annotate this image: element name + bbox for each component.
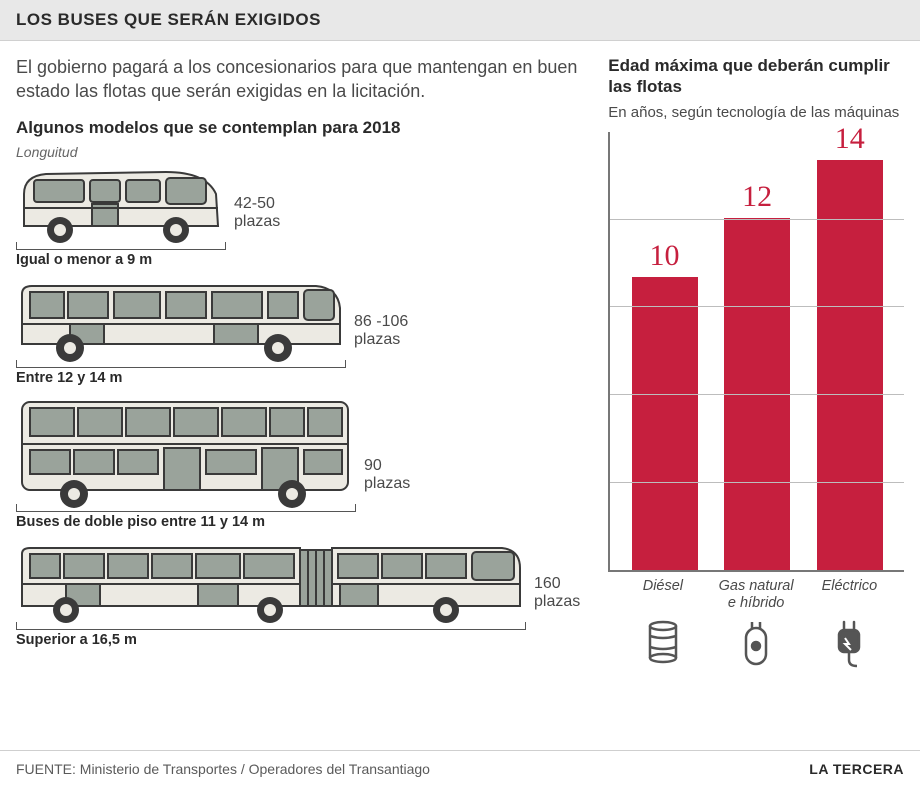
bar-category-labels: DiéselGas natural e híbridoEléctrico (608, 578, 904, 614)
bus-length-label: Buses de doble piso entre 11 y 14 m (16, 514, 580, 530)
bar-value: 14 (835, 122, 865, 156)
bus-length-label: Entre 12 y 14 m (16, 370, 580, 386)
gas-tank-icon (714, 620, 798, 673)
bus-length-label: Igual o menor a 9 m (16, 252, 580, 268)
bar: 10 (623, 239, 706, 570)
capacity-unit: plazas (354, 331, 400, 348)
bus-small-icon (16, 164, 226, 246)
main-content: El gobierno pagará a los concesionarios … (0, 41, 920, 673)
intro-text: El gobierno pagará a los concesionarios … (16, 55, 580, 104)
chart-title: Edad máxima que deberán cumplir las flot… (608, 55, 904, 98)
chart-subtitle: En años, según tecnología de las máquina… (608, 104, 904, 123)
header: LOS BUSES QUE SERÁN EXIGIDOS (0, 0, 920, 41)
bar-value: 10 (650, 239, 680, 273)
bus-capacity: 90 plazas (364, 457, 410, 508)
fuel-icons-row (608, 614, 904, 673)
bar-label: Eléctrico (807, 578, 891, 614)
bus-double-decker-icon (16, 396, 356, 508)
bar-label: Diésel (621, 578, 705, 614)
bar-value: 12 (742, 180, 772, 214)
plug-icon (807, 620, 891, 673)
length-axis-label: Longuitud (16, 144, 580, 160)
capacity-value: 42-50 (234, 195, 275, 212)
capacity-value: 90 (364, 457, 382, 474)
capacity-unit: plazas (534, 593, 580, 610)
capacity-value: 86 -106 (354, 313, 408, 330)
bus-standard-icon (16, 278, 346, 364)
bus-length-label: Superior a 16,5 m (16, 632, 580, 648)
models-heading: Algunos modelos que se contemplan para 2… (16, 118, 580, 138)
page-title: LOS BUSES QUE SERÁN EXIGIDOS (16, 10, 904, 30)
bus-capacity: 160 plazas (534, 575, 580, 626)
brand-text: LA TERCERA (809, 761, 904, 777)
bus-model-row: 42-50 plazas Igual o menor a 9 m (16, 164, 580, 268)
capacity-unit: plazas (364, 475, 410, 492)
bus-capacity: 86 -106 plazas (354, 313, 408, 364)
models-column: El gobierno pagará a los concesionarios … (16, 55, 580, 673)
source-text: FUENTE: Ministerio de Transportes / Oper… (16, 761, 430, 777)
chart-column: Edad máxima que deberán cumplir las flot… (608, 55, 904, 673)
bus-model-row: 90 plazas Buses de doble piso entre 11 y… (16, 396, 580, 530)
barrel-icon (621, 620, 705, 673)
bus-model-row: 86 -106 plazas Entre 12 y 14 m (16, 278, 580, 386)
bar-label: Gas natural e híbrido (714, 578, 798, 614)
bus-capacity: 42-50 plazas (234, 195, 280, 246)
bar: 14 (808, 122, 891, 571)
capacity-unit: plazas (234, 213, 280, 230)
bus-model-row: 160 plazas Superior a 16,5 m (16, 540, 580, 648)
bus-articulated-icon (16, 540, 526, 626)
capacity-value: 160 (534, 575, 561, 592)
bar: 12 (715, 180, 798, 570)
bar-chart: 101214 (608, 132, 904, 572)
footer: FUENTE: Ministerio de Transportes / Oper… (0, 750, 920, 789)
